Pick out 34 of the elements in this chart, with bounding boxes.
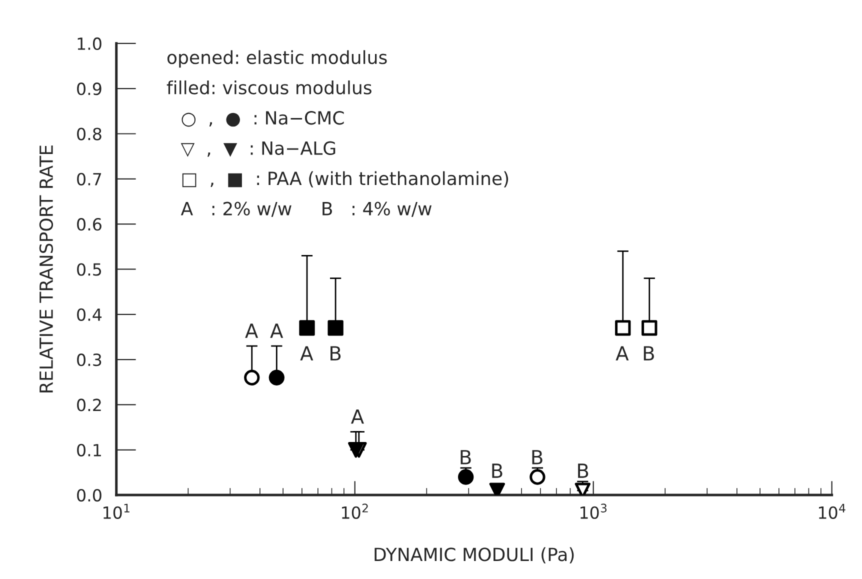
y-tick-label: 0.5 [77, 263, 102, 276]
y-tick-label: 1.0 [78, 37, 102, 50]
x-tick-label: 10$^{3}$ [580, 504, 607, 519]
y-tick-label: 0.1 [77, 444, 101, 456]
annotation: ○ , ● : Na−CMC [182, 111, 344, 127]
x-tick-label: 10$^{2}$ [342, 504, 368, 519]
x-tick-label: 10$^{4}$ [818, 504, 846, 519]
annotation: A [616, 346, 629, 360]
y-axis-title: RELATIVE TRANSPORT RATE [39, 146, 54, 392]
annotation: opened: elastic modulus [167, 50, 387, 68]
x-tick-label: 10$^{1}$ [104, 504, 130, 519]
y-tick-label: 0.4 [77, 308, 102, 321]
y-tick-label: 0.0 [77, 489, 102, 502]
annotation: A [270, 324, 284, 338]
y-tick-label: 0.8 [77, 128, 102, 140]
y-tick-label: 0.6 [77, 218, 102, 231]
y-tick-label: 0.2 [77, 398, 101, 412]
annotation: B [578, 464, 588, 478]
annotation: B [644, 346, 654, 360]
annotation: A [245, 324, 258, 338]
x-axis-title: DYNAMIC MODULI (Pa) [374, 547, 574, 564]
annotation: B [460, 450, 471, 464]
annotation: A : 2% w/w B : 4% w/w [180, 202, 432, 217]
annotation: B [492, 464, 502, 478]
annotation: A [300, 346, 314, 360]
annotation: B [532, 450, 542, 464]
annotation: A [350, 409, 364, 424]
annotation: filled: viscous modulus [166, 80, 372, 94]
annotation: B [330, 346, 341, 360]
y-tick-label: 0.7 [77, 172, 102, 186]
annotation: ▽ , ▼ : Na−ALG [180, 141, 336, 157]
y-tick-label: 0.9 [77, 82, 102, 96]
y-tick-label: 0.3 [77, 354, 102, 366]
annotation: □ , ■ : PAA (with triethanolamine) [182, 171, 508, 188]
